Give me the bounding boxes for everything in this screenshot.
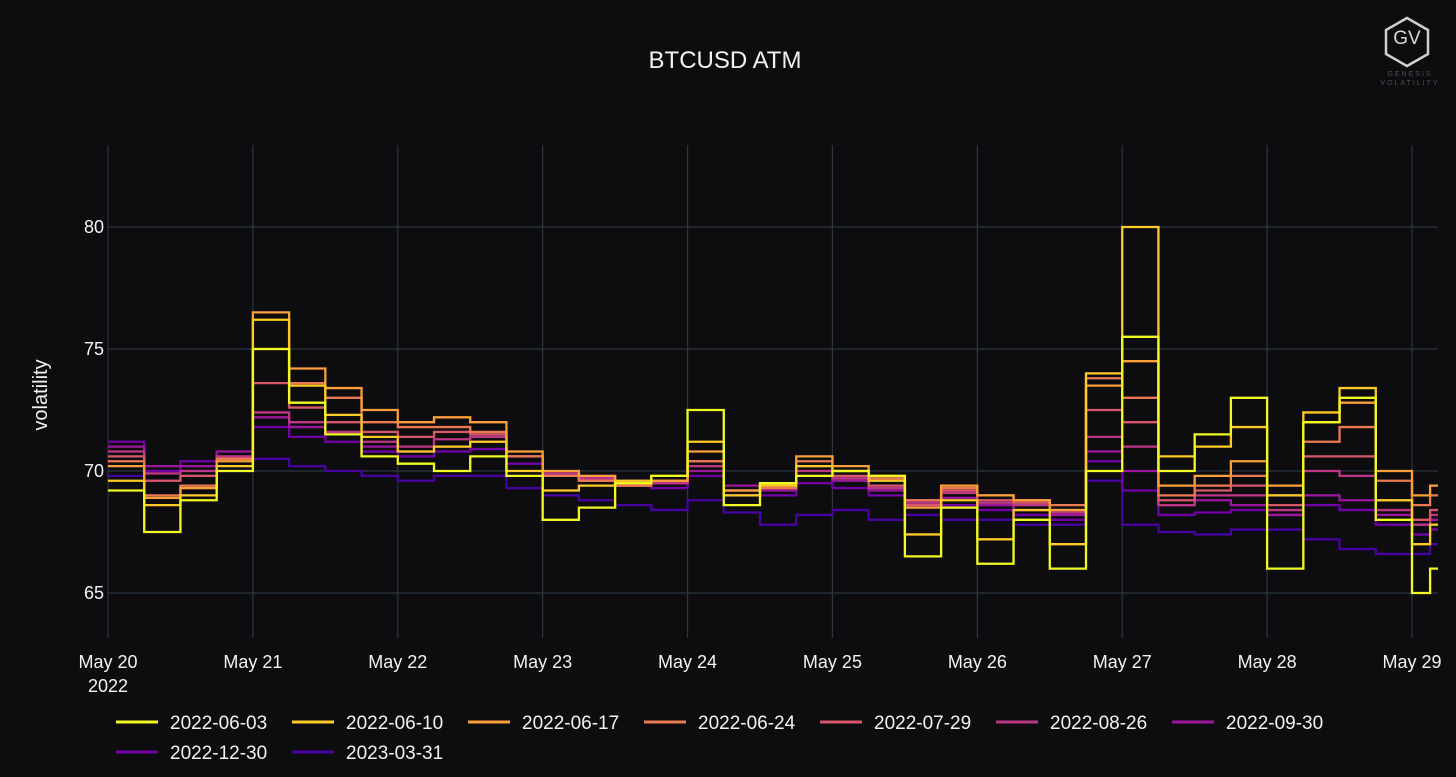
legend-label: 2022-06-10 [346, 713, 443, 734]
hexagon-outline-icon [1384, 16, 1430, 68]
legend-item-2022-06-17[interactable]: 2022-06-17 [468, 713, 619, 734]
x-tick-label: May 27 [1093, 652, 1152, 672]
legend-label: 2022-06-17 [522, 713, 619, 734]
legend-item-2023-03-31[interactable]: 2023-03-31 [292, 743, 443, 764]
y-tick-label: 70 [84, 461, 104, 481]
x-tick-label: May 28 [1238, 652, 1297, 672]
legend-item-2022-06-10[interactable]: 2022-06-10 [292, 713, 443, 734]
legend-label: 2022-09-30 [1226, 713, 1323, 734]
x-tick-label: May 25 [803, 652, 862, 672]
logo-mark-text: GV [1393, 28, 1421, 49]
series-line-2022-12-30 [108, 425, 1438, 536]
x-tick-label: May 24 [658, 652, 717, 672]
y-gridlines [108, 226, 1438, 594]
hexagon-logo-icon: GV [1384, 16, 1430, 68]
legend-item-2022-09-30[interactable]: 2022-09-30 [1172, 713, 1323, 734]
x-tick-label: May 20 [78, 652, 137, 672]
logo-wordmark: GENESIS VOLATILITY [1370, 70, 1450, 88]
legend-label: 2022-08-26 [1050, 713, 1147, 734]
series-line-2023-03-31 [108, 457, 1438, 556]
y-tick-label: 80 [84, 217, 104, 237]
y-tick-label: 65 [84, 583, 104, 603]
x-tick-label: May 26 [948, 652, 1007, 672]
series-line-2022-06-17 [108, 311, 1438, 512]
series-line-2022-06-03 [108, 335, 1438, 595]
legend[interactable]: 2022-06-03 2022-06-10 2022-06-17 2022-06-24… [116, 713, 1323, 764]
series-line-2022-06-10 [108, 225, 1438, 546]
legend-item-2022-07-29[interactable]: 2022-07-29 [820, 713, 971, 734]
series-lines [108, 225, 1438, 595]
y-axis-label: volatility [30, 359, 52, 430]
legend-item-2022-08-26[interactable]: 2022-08-26 [996, 713, 1147, 734]
x-tick-labels: May 20 2022 May 21 May 22 May 23 May 24 May 25… [78, 652, 1441, 696]
y-tick-labels: 65 70 75 80 [84, 217, 104, 603]
x-tick-label: May 23 [513, 652, 572, 672]
series-line-2022-08-26 [108, 411, 1438, 526]
legend-label: 2022-06-24 [698, 713, 796, 734]
legend-label: 2023-03-31 [346, 743, 443, 764]
legend-item-2022-12-30[interactable]: 2022-12-30 [116, 743, 267, 764]
x-tick-label: May 29 [1382, 652, 1441, 672]
legend-label: 2022-12-30 [170, 743, 267, 764]
logo-line2: VOLATILITY [1380, 80, 1440, 87]
legend-item-2022-06-03[interactable]: 2022-06-03 [116, 713, 267, 734]
y-tick-label: 75 [84, 339, 104, 359]
x-tick-label: May 21 [223, 652, 282, 672]
chart-title: BTCUSD ATM [649, 47, 802, 74]
legend-item-2022-06-24[interactable]: 2022-06-24 [644, 713, 796, 734]
x-tick-sublabel: 2022 [88, 676, 128, 696]
logo-line1: GENESIS [1387, 71, 1433, 78]
x-gridlines [107, 145, 1413, 638]
legend-label: 2022-06-03 [170, 713, 267, 734]
legend-label: 2022-07-29 [874, 713, 971, 734]
x-tick-label: May 22 [368, 652, 427, 672]
brand-logo: GV GENESIS VOLATILITY [1370, 14, 1450, 96]
